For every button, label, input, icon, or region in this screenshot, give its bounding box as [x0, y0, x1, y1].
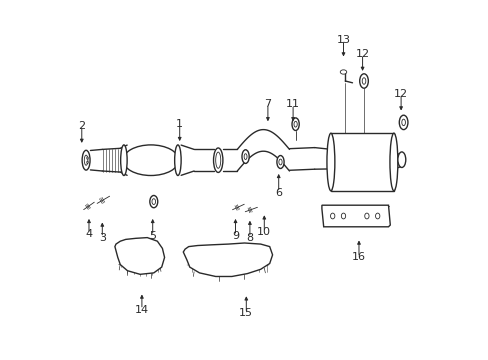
- Text: 11: 11: [285, 99, 300, 109]
- Polygon shape: [321, 205, 389, 227]
- Ellipse shape: [242, 150, 249, 163]
- Text: 13: 13: [336, 35, 350, 45]
- Ellipse shape: [389, 133, 397, 191]
- Ellipse shape: [82, 150, 90, 170]
- Text: 6: 6: [275, 188, 282, 198]
- Ellipse shape: [401, 119, 405, 126]
- Ellipse shape: [397, 152, 405, 167]
- Text: 15: 15: [239, 308, 253, 318]
- Polygon shape: [183, 243, 272, 276]
- Text: 1: 1: [176, 119, 183, 129]
- Ellipse shape: [244, 154, 246, 159]
- Ellipse shape: [330, 213, 334, 219]
- Ellipse shape: [326, 133, 334, 191]
- Ellipse shape: [340, 70, 346, 74]
- Text: 3: 3: [99, 233, 105, 243]
- Bar: [330, 133, 393, 191]
- Ellipse shape: [364, 213, 368, 219]
- Text: 14: 14: [135, 305, 149, 315]
- Ellipse shape: [276, 156, 284, 168]
- Polygon shape: [115, 238, 164, 274]
- Ellipse shape: [149, 195, 158, 208]
- Ellipse shape: [123, 145, 179, 175]
- Ellipse shape: [359, 74, 367, 88]
- Text: 12: 12: [355, 49, 369, 59]
- Ellipse shape: [291, 118, 299, 130]
- Ellipse shape: [213, 148, 223, 172]
- Ellipse shape: [174, 145, 181, 175]
- Text: 10: 10: [257, 227, 271, 237]
- Text: 9: 9: [231, 231, 239, 241]
- Ellipse shape: [293, 121, 297, 127]
- Ellipse shape: [278, 159, 282, 165]
- Ellipse shape: [215, 152, 220, 168]
- Ellipse shape: [121, 145, 127, 175]
- Text: 4: 4: [85, 229, 92, 239]
- Text: 2: 2: [78, 121, 85, 131]
- Text: 7: 7: [264, 99, 271, 109]
- Text: 5: 5: [149, 231, 156, 241]
- Ellipse shape: [84, 155, 88, 165]
- Text: 8: 8: [246, 233, 253, 243]
- Ellipse shape: [375, 213, 379, 219]
- Text: 16: 16: [351, 252, 365, 262]
- Ellipse shape: [362, 78, 365, 84]
- Ellipse shape: [152, 199, 155, 204]
- Ellipse shape: [86, 161, 88, 163]
- Text: 12: 12: [393, 89, 407, 99]
- Ellipse shape: [86, 157, 88, 159]
- Ellipse shape: [341, 213, 345, 219]
- Ellipse shape: [399, 115, 407, 130]
